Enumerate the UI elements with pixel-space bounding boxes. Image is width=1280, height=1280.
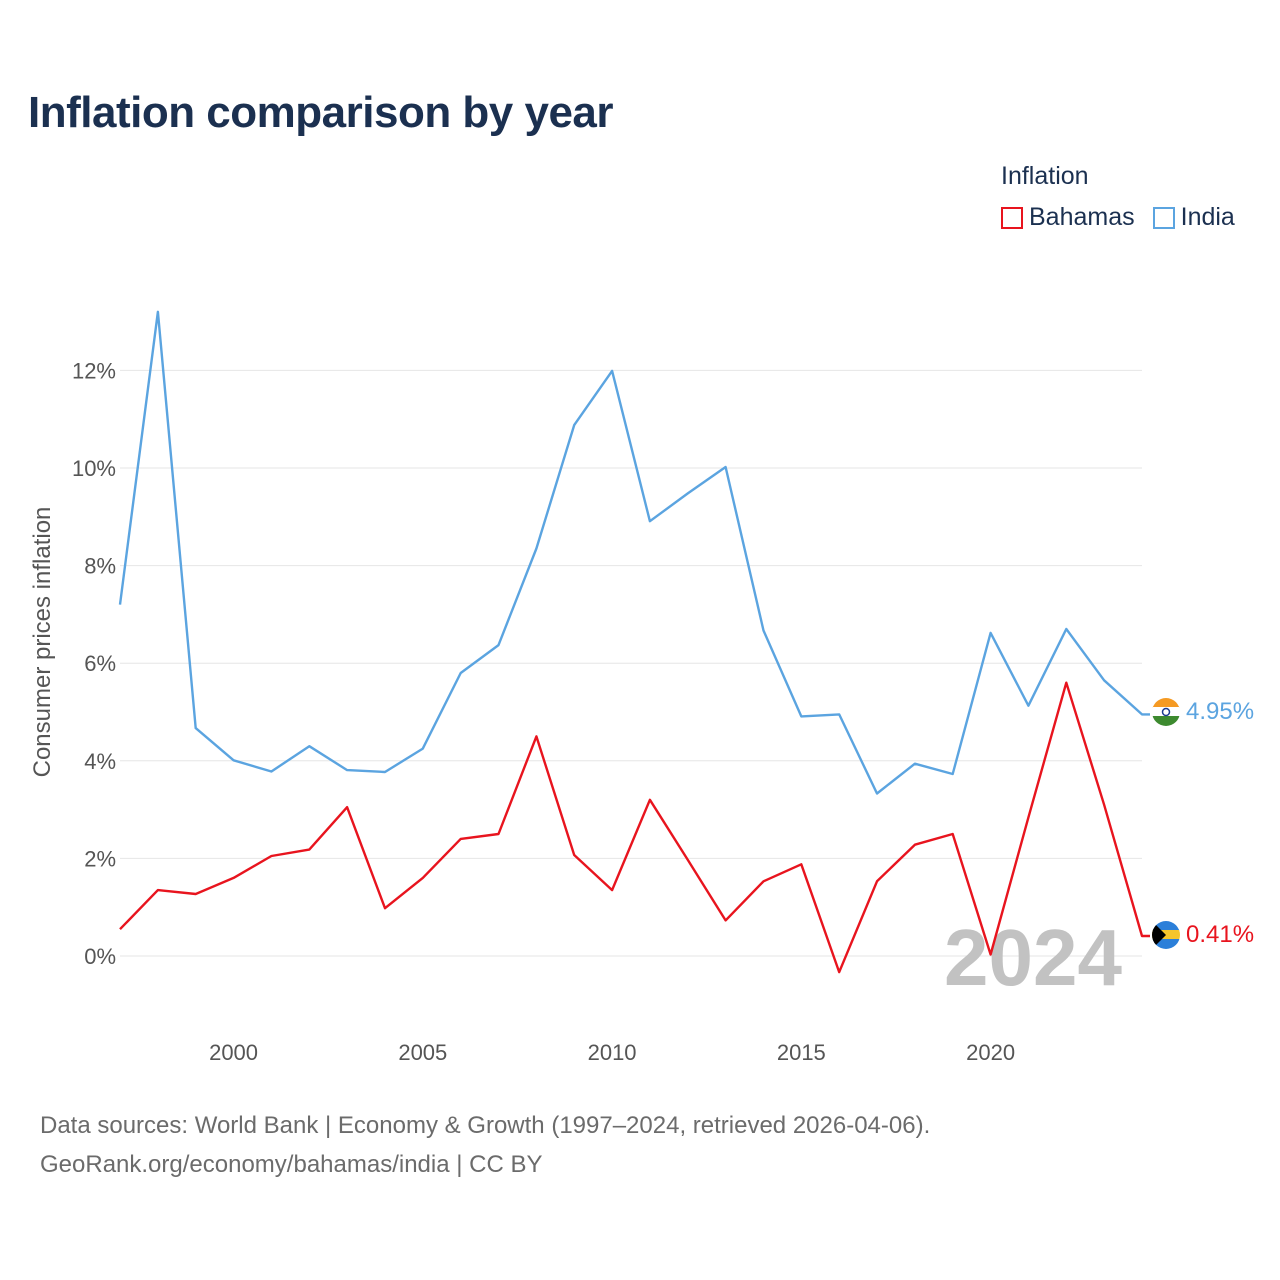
series-line-india[interactable] (118, 310, 1150, 795)
footer-link[interactable]: GeoRank.org/economy/bahamas/india | CC B… (40, 1151, 543, 1178)
x-tick-label: 2010 (588, 1040, 637, 1065)
india-flag-icon (1152, 698, 1180, 726)
line-chart: 0% 2% 4% 6% 8% 10% 12% 2000 2005 2010 2015 2020 Co… (29, 310, 1254, 1065)
y-tick-label: 6% (84, 651, 116, 676)
y-tick-label: 4% (84, 749, 116, 774)
series-lines (118, 310, 1150, 974)
y-axis-label: Consumer prices inflation (29, 507, 56, 778)
bahamas-flag-icon (1152, 921, 1180, 949)
x-tick-label: 2000 (209, 1040, 258, 1065)
legend-label-bahamas: Bahamas (1029, 203, 1135, 231)
y-tick-label: 2% (84, 846, 116, 871)
chart-title: Inflation comparison by year (28, 88, 614, 137)
india-end-label: 4.95% (1186, 698, 1254, 725)
legend: Inflation Bahamas India (1001, 162, 1235, 232)
legend-title: Inflation (1001, 162, 1089, 190)
series-line-bahamas[interactable] (119, 681, 1150, 974)
y-axis-ticks: 0% 2% 4% 6% 8% 10% 12% (72, 358, 116, 969)
legend-item-bahamas[interactable]: Bahamas (1001, 203, 1135, 232)
x-tick-label: 2005 (398, 1040, 447, 1065)
x-axis-ticks: 2000 2005 2010 2015 2020 (209, 1040, 1015, 1065)
legend-swatch-india (1152, 206, 1175, 229)
bahamas-end-label: 0.41% (1186, 921, 1254, 948)
x-tick-label: 2015 (777, 1040, 826, 1065)
legend-swatch-bahamas (1001, 206, 1023, 229)
footer-sources: Data sources: World Bank | Economy & Gro… (40, 1112, 931, 1139)
y-tick-label: 0% (84, 944, 116, 969)
y-tick-label: 8% (84, 554, 116, 579)
year-watermark: 2024 (944, 913, 1122, 1002)
legend-label-india: India (1180, 203, 1235, 231)
legend-item-india[interactable]: India (1152, 203, 1235, 232)
x-tick-label: 2020 (966, 1040, 1015, 1065)
y-tick-label: 12% (72, 358, 116, 383)
footer: Data sources: World Bank | Economy & Gro… (40, 1106, 930, 1184)
y-tick-label: 10% (72, 456, 116, 481)
grid-lines (120, 369, 1142, 957)
